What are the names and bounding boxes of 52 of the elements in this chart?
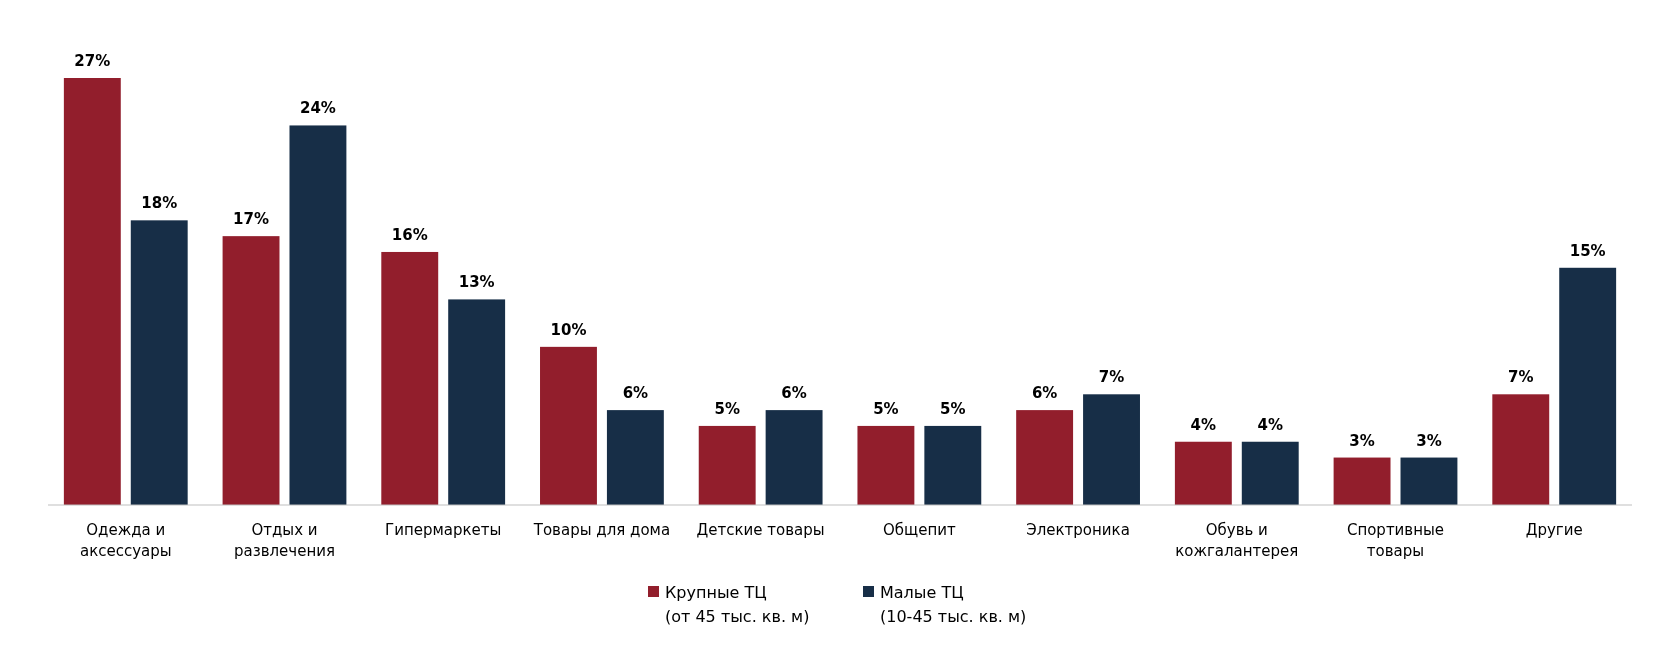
bar <box>381 251 439 505</box>
bar <box>63 78 121 505</box>
x-tick-label: Общепит <box>883 521 956 539</box>
x-tick-label: Одежда и аксессуары <box>79 521 172 560</box>
data-label: 6% <box>781 384 807 403</box>
data-label: 5% <box>940 399 966 418</box>
x-tick-label: Спортивные товары <box>1346 521 1445 560</box>
bar <box>606 410 664 505</box>
data-label: 3% <box>1349 431 1375 450</box>
bar <box>222 236 280 505</box>
data-label: 5% <box>714 399 740 418</box>
bar <box>540 346 597 505</box>
x-tick-label: Другие <box>1525 521 1583 539</box>
legend-label: Крупные ТЦ (от 45 тыс. кв. м) <box>665 583 810 626</box>
data-label: 13% <box>458 273 495 292</box>
x-tick-label: Детские товары <box>696 521 825 539</box>
data-label: 17% <box>233 210 269 229</box>
data-label: 5% <box>873 399 899 418</box>
bar <box>1016 410 1074 505</box>
bar <box>1492 394 1550 505</box>
bar <box>1241 441 1299 505</box>
data-label: 7% <box>1098 368 1125 387</box>
bar <box>289 125 347 505</box>
bar <box>924 425 982 505</box>
bar <box>1174 441 1232 505</box>
data-label: 4% <box>1190 415 1217 434</box>
legend-label: Малые ТЦ (10-45 тыс. кв. м) <box>880 583 1027 626</box>
data-label: 24% <box>299 99 336 118</box>
bar <box>765 410 823 505</box>
bar <box>1333 457 1391 505</box>
bar <box>1083 394 1140 505</box>
data-label: 3% <box>1416 431 1442 450</box>
data-label: 10% <box>550 320 587 339</box>
bar <box>130 220 188 505</box>
bar <box>1559 267 1617 505</box>
bar <box>448 299 506 505</box>
x-tick-label: Электроника <box>1026 521 1130 539</box>
bar <box>1400 457 1458 505</box>
data-label: 4% <box>1257 415 1283 434</box>
data-label: 6% <box>1031 384 1058 403</box>
data-label: 15% <box>1569 241 1606 260</box>
data-label: 16% <box>391 225 428 244</box>
x-tick-label: Гипермаркеты <box>385 521 502 539</box>
data-label: 6% <box>622 384 649 403</box>
x-tick-label: Обувь и кожгалантерея <box>1175 521 1299 560</box>
data-label: 7% <box>1508 368 1534 387</box>
data-label: 18% <box>141 194 178 213</box>
bar <box>698 425 756 505</box>
data-label: 27% <box>74 52 111 70</box>
bar <box>857 425 915 505</box>
x-tick-label: Отдых и развлечения <box>233 521 335 560</box>
x-tick-label: Товары для дома <box>532 521 671 539</box>
